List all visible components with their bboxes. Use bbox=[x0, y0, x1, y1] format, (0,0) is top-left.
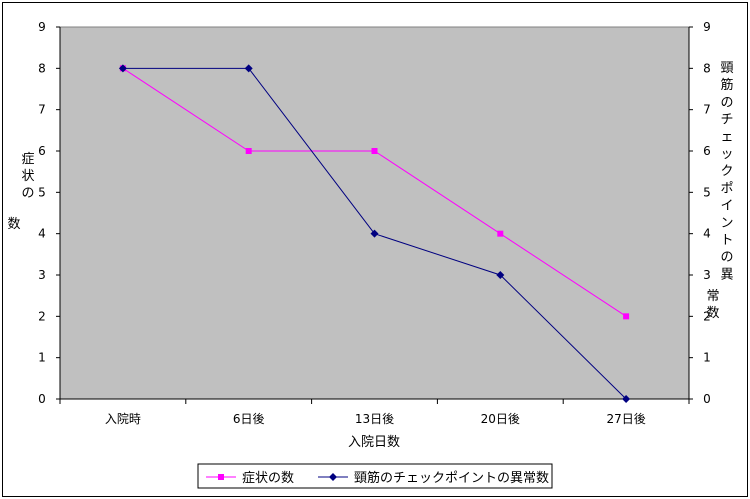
series-point bbox=[245, 148, 252, 154]
left-y-tick-label: 8 bbox=[38, 61, 46, 75]
left-y-tick-label: 1 bbox=[38, 351, 46, 365]
right-y-ticks: 0 1 2 3 4 5 6 7 8 9 bbox=[689, 20, 711, 406]
right-y-axis-title-char: イ bbox=[720, 199, 733, 214]
legend: 症状の数 頸筋のチェックポイントの異常数 bbox=[197, 463, 553, 489]
left-y-axis-title-char: 症 bbox=[21, 152, 34, 167]
left-y-tick-label: 3 bbox=[38, 268, 46, 282]
right-y-axis-title-char: 常 bbox=[706, 289, 719, 304]
series-point bbox=[622, 395, 631, 403]
left-y-axis-title-char: 状 bbox=[21, 169, 34, 184]
plot-area bbox=[59, 26, 690, 400]
series-point bbox=[244, 64, 253, 73]
x-ticks: 入院時 6日後 13日後 20日後 27日後 bbox=[59, 399, 690, 426]
left-y-tick-label: 6 bbox=[38, 144, 46, 158]
right-y-axis-title-char: ト bbox=[720, 233, 733, 248]
legend-label: 症状の数 bbox=[242, 471, 294, 486]
left-y-tick-label: 4 bbox=[38, 227, 46, 241]
x-tick-label: 20日後 bbox=[481, 412, 520, 426]
series bbox=[118, 64, 631, 403]
right-y-axis-title-char: ェ bbox=[720, 130, 733, 145]
series-point bbox=[497, 230, 504, 237]
series-point bbox=[371, 148, 378, 154]
left-y-tick-label: 2 bbox=[38, 309, 46, 323]
left-y-tick-label: 0 bbox=[38, 392, 46, 406]
right-y-axis-title-char: の bbox=[720, 95, 733, 110]
x-tick-label: 6日後 bbox=[233, 412, 265, 426]
legend-box bbox=[197, 463, 553, 489]
right-y-axis-title: 頸筋のチェックポイントの異常数 bbox=[706, 61, 733, 321]
x-tick-label: 入院時 bbox=[105, 412, 141, 426]
right-y-tick-label: 6 bbox=[703, 144, 711, 158]
right-y-axis-title-char: ン bbox=[720, 216, 733, 231]
right-y-tick-label: 0 bbox=[703, 392, 711, 406]
series-point bbox=[496, 271, 505, 279]
right-y-tick-label: 1 bbox=[703, 351, 711, 365]
right-y-axis-title-char: 筋 bbox=[720, 77, 733, 93]
right-y-axis-title-char: ッ bbox=[720, 147, 733, 162]
x-axis-title: 入院日数 bbox=[348, 435, 400, 450]
right-y-tick-label: 9 bbox=[703, 20, 711, 34]
left-y-tick-label: 5 bbox=[38, 185, 46, 199]
series-point bbox=[623, 313, 630, 320]
right-y-tick-label: 7 bbox=[703, 103, 711, 117]
legend-label: 頸筋のチェックポイントの異常数 bbox=[354, 470, 549, 486]
right-y-tick-label: 8 bbox=[703, 61, 711, 75]
x-tick-label: 13日後 bbox=[355, 412, 394, 426]
right-y-tick-label: 2 bbox=[703, 309, 711, 323]
left-y-tick-label: 7 bbox=[38, 103, 46, 117]
right-y-tick-label: 3 bbox=[703, 268, 711, 282]
right-y-axis-title-char: 数 bbox=[706, 306, 719, 321]
left-y-axis-title-char: の bbox=[21, 186, 34, 201]
left-y-ticks: 0 1 2 3 4 5 6 7 8 9 bbox=[38, 20, 60, 406]
right-y-axis-title-char: チ bbox=[720, 113, 733, 128]
legend-swatch-marker bbox=[329, 473, 337, 481]
right-y-tick-label: 4 bbox=[703, 227, 711, 241]
right-y-axis-title-char: ク bbox=[720, 164, 733, 179]
axes bbox=[59, 27, 690, 400]
legend-swatch-marker bbox=[218, 474, 224, 480]
right-y-axis-title-char: の bbox=[720, 250, 733, 265]
left-y-axis-title-char: 数 bbox=[7, 217, 20, 232]
left-y-tick-label: 9 bbox=[38, 20, 46, 34]
left-y-axis-title: 症状の数 bbox=[7, 152, 34, 232]
series-point bbox=[118, 64, 127, 73]
right-y-tick-label: 5 bbox=[703, 185, 711, 199]
right-y-axis-title-char: 異 bbox=[720, 267, 733, 282]
x-tick-label: 27日後 bbox=[606, 412, 645, 426]
right-y-axis-title-char: 頸 bbox=[720, 61, 733, 76]
series-point bbox=[370, 229, 379, 238]
right-y-axis-title-char: ポ bbox=[720, 181, 733, 196]
